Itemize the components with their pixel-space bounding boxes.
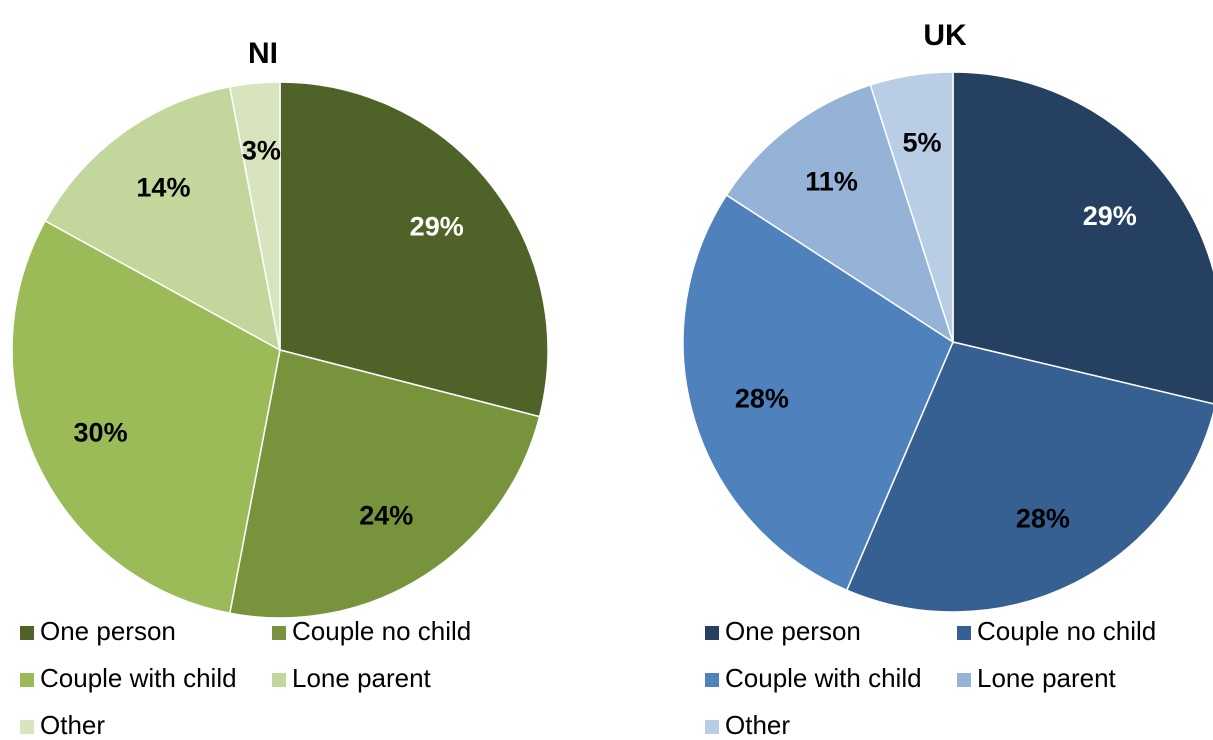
- legend-label: Other: [40, 710, 105, 740]
- legend-swatch: [272, 626, 286, 640]
- data-label: 30%: [74, 418, 128, 448]
- pie-slice: [725, 84, 955, 344]
- legend-label: One person: [40, 616, 176, 646]
- pie-slice: [44, 85, 282, 352]
- pie-slice: [952, 71, 1213, 405]
- pie-slice: [11, 219, 281, 615]
- data-label: 5%: [903, 128, 942, 158]
- legend-label: Other: [725, 710, 790, 740]
- data-label: 29%: [410, 212, 464, 242]
- pie-slice: [228, 349, 541, 619]
- legend-swatch: [272, 673, 286, 687]
- data-label: 28%: [1016, 504, 1070, 534]
- legend-label: Couple no child: [977, 616, 1156, 646]
- legend-label: One person: [725, 616, 861, 646]
- legend-swatch: [20, 626, 34, 640]
- data-label: 3%: [242, 136, 281, 166]
- pie-slice: [682, 194, 954, 592]
- legend-swatch: [705, 720, 719, 734]
- data-label: 24%: [359, 501, 413, 531]
- legend-swatch: [957, 626, 971, 640]
- legend-label: Couple with child: [725, 663, 922, 693]
- pie-slice: [228, 81, 281, 351]
- chart-title: NI: [248, 37, 278, 70]
- legend-swatch: [20, 673, 34, 687]
- data-label: 28%: [735, 383, 789, 413]
- legend-swatch: [20, 720, 34, 734]
- pie-slice: [279, 81, 549, 418]
- legend-label: Couple no child: [292, 616, 471, 646]
- data-label: 11%: [805, 166, 858, 196]
- data-label: 29%: [1083, 201, 1137, 231]
- chart-title: UK: [923, 19, 967, 52]
- legend-swatch: [705, 626, 719, 640]
- legend-label: Lone parent: [977, 663, 1117, 693]
- legend-label: Couple with child: [40, 663, 237, 693]
- legend-label: Lone parent: [292, 663, 432, 693]
- pie-slice: [845, 341, 1213, 613]
- legend-swatch: [957, 673, 971, 687]
- pie-slice: [869, 71, 954, 343]
- legend-swatch: [705, 673, 719, 687]
- data-label: 14%: [136, 173, 190, 203]
